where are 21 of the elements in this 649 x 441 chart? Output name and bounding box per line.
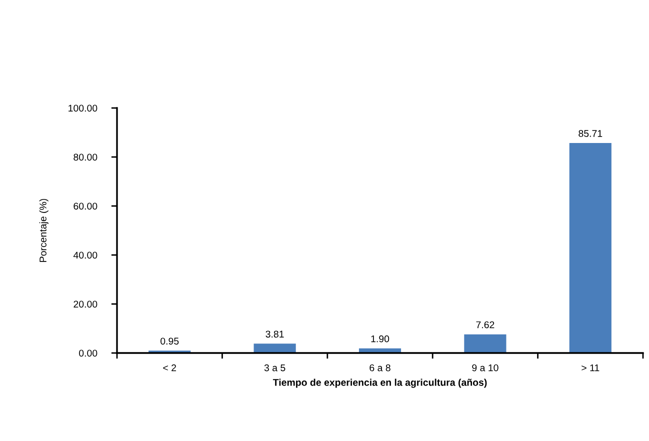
bar — [464, 334, 506, 353]
y-tick-label: 20.00 — [74, 300, 98, 308]
data-label: 7.62 — [476, 321, 494, 328]
x-tick-label: < 2 — [163, 364, 176, 372]
data-label: 0.95 — [160, 338, 179, 345]
y-tick-label: 100.00 — [68, 104, 98, 112]
bar — [569, 143, 612, 353]
bar — [254, 344, 296, 353]
y-tick-label: 40.00 — [73, 252, 98, 259]
data-label: 1.90 — [371, 335, 390, 342]
x-tick-label: > 11 — [582, 364, 600, 372]
y-tick-label: 80.00 — [74, 154, 98, 161]
y-tick-label: 60.00 — [74, 202, 98, 210]
y-axis-title: Porcentaje (%) — [39, 198, 48, 262]
x-axis-title: Tiempo de experiencia en la agricultura (años) — [272, 378, 487, 388]
data-label: 85.71 — [578, 130, 602, 137]
x-tick-label: 6 a 8 — [370, 364, 390, 372]
x-tick-label: 9 a 10 — [472, 364, 498, 372]
x-tick-label: 3 a 5 — [264, 364, 286, 372]
data-label: 3.81 — [266, 330, 284, 338]
y-tick-label: 0.00 — [79, 350, 98, 357]
